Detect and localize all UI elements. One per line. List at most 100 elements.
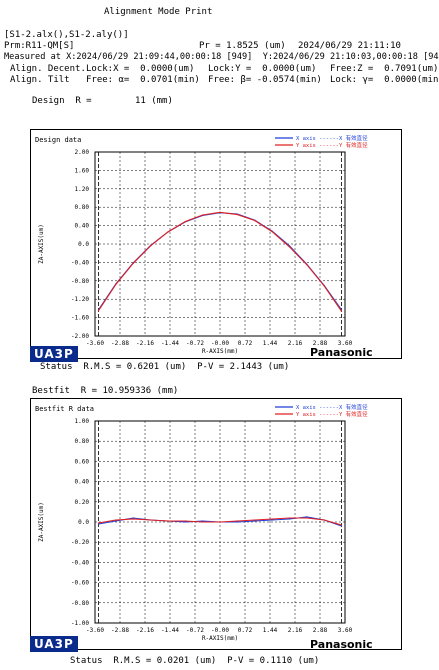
chart0-xlabel: R-AXIS(mm): [202, 348, 238, 355]
chart1-ytick-2: 0.60: [75, 458, 90, 465]
pr-value: Pr = 1.8525 (um): [199, 41, 286, 51]
chart1-ytick-6: -0.20: [71, 539, 89, 546]
chart0-xtick-8: 2.16: [288, 340, 303, 347]
prm-label: Prm:R11-QM[S]: [4, 41, 75, 51]
chart0-ytick-7: -0.80: [71, 278, 89, 285]
print-time: 2024/06/29 21:11:10: [298, 41, 401, 51]
chart0-ytick-6: -0.40: [71, 259, 89, 266]
measured-at: Measured at X:2024/06/29 21:09:44,00:00:…: [4, 52, 439, 62]
panasonic-logo-2: Panasonic: [310, 638, 373, 651]
chart0-xtick-7: 1.44: [263, 340, 278, 347]
chart1-xtick-3: -1.44: [161, 627, 179, 634]
chart1-series-1-point-13: [323, 519, 325, 521]
chart0-series-1-point-0: [97, 310, 100, 312]
chart1-series-1-point-10: [271, 518, 273, 520]
decent-label: Align. Decent.: [10, 64, 86, 74]
chart1-series-1-point-9: [254, 519, 256, 521]
chart0-ytick-10: -2.00: [71, 333, 89, 340]
decent-free-z: Free:Z = 0.7091(um): [330, 64, 439, 74]
uabp-logo: UA3P: [30, 346, 78, 362]
chart1-series-1-point-6: [202, 521, 204, 523]
chart1-legend-label-1: Y axis ------Y 有效直径: [296, 410, 368, 418]
chart1-xtick-9: 2.88: [313, 627, 328, 634]
chart0-title: Design data: [35, 136, 81, 144]
chart0-legend-label-0: X axis ------X 有效直径: [296, 134, 368, 142]
chart1-series-0-point-5: [184, 521, 186, 523]
chart1-xtick-7: 1.44: [263, 627, 278, 634]
tilt-label: Align. Tilt: [10, 75, 70, 85]
chart0-ytick-1: 1.60: [75, 167, 90, 174]
chart0-series-1-point-11: [288, 246, 291, 248]
chart0-series-1-point-13: [323, 285, 325, 287]
status-bestfit: Status R.M.S = 0.0201 (um) P-V = 0.1110 …: [70, 656, 320, 666]
chart1-series-1-point-5: [184, 520, 186, 522]
chart0-ylabel: ZA-AXIS(um): [38, 224, 45, 264]
chart0-series-1-point-2: [132, 262, 134, 264]
chart0-xtick-1: -2.88: [111, 340, 129, 347]
chart1-ytick-10: -1.00: [71, 620, 89, 627]
chart0-ytick-2: 1.20: [75, 186, 90, 193]
chart1-series-1-point-4: [167, 520, 169, 522]
chart1-xtick-6: 0.72: [238, 627, 253, 634]
chart0-series-1-point-8: [236, 213, 238, 216]
chart1-xtick-4: -0.72: [186, 627, 204, 634]
chart0-series-1-point-12: [306, 264, 308, 266]
chart1-xtick-10: 3.60: [338, 627, 353, 634]
chart0-xtick-5: -0.00: [211, 340, 229, 347]
chart0-series-1-point-9: [254, 219, 256, 222]
chart1-series-1-point-0: [97, 522, 100, 524]
tilt-free-alpha: Free: α= 0.0701(min): [86, 75, 200, 85]
chart1-series-1-point-12: [306, 517, 308, 519]
chart0-series-1-point-7: [219, 211, 221, 213]
chart1-series-0-point-8: [236, 521, 238, 523]
chart1-series-0-point-0: [97, 523, 100, 525]
chart0-xtick-2: -2.16: [136, 340, 154, 347]
decent-lock-y: Lock:Y = 0.0000(um): [208, 64, 317, 74]
chart0-series-1-point-1: [115, 283, 117, 286]
chart0-xtick-4: -0.72: [186, 340, 204, 347]
chart1-xtick-8: 2.16: [288, 627, 303, 634]
chart1-series-0-point-11: [288, 518, 291, 520]
chart1-series-0-point-9: [254, 520, 256, 522]
chart1-ytick-3: 0.40: [75, 479, 90, 486]
chart1-series-0-point-6: [202, 520, 204, 522]
chart0-ytick-0: 2.00: [75, 149, 90, 156]
bestfit-radius: Bestfit R = 10.959336 (mm): [32, 386, 179, 396]
chart0-ytick-5: 0.0: [78, 241, 89, 248]
chart0-series-1-point-4: [167, 231, 169, 233]
chart1-series-1-point-1: [115, 519, 117, 521]
chart0-ytick-3: 0.80: [75, 204, 90, 211]
chart1-xtick-0: -3.60: [86, 627, 104, 634]
chart1-series-0-point-14: [340, 525, 343, 527]
chart0-series-1-point-10: [271, 230, 273, 233]
decent-lock-x: Lock:X = 0.0000(um): [86, 64, 195, 74]
file-list: [S1-2.alx(),S1-2.aly()]: [4, 30, 129, 40]
chart0-series-1-point-6: [202, 214, 204, 216]
chart1-series-1-point-14: [340, 524, 343, 526]
uabp-logo-2: UA3P: [30, 636, 78, 652]
chart1-ylabel: ZA-AXIS(um): [38, 502, 45, 542]
chart1-ytick-0: 1.00: [75, 418, 90, 425]
chart0-xtick-9: 2.88: [313, 340, 328, 347]
chart1-series-0-point-12: [306, 516, 308, 518]
chart1-ytick-9: -0.80: [71, 600, 89, 607]
chart-panel-bestfit: Bestfit R data X axis ------X 有效直径 Y axis …: [30, 398, 402, 650]
chart0-series-1-point-14: [340, 310, 343, 312]
chart1-title: Bestfit R data: [35, 405, 94, 413]
chart1-ytick-7: -0.40: [71, 559, 89, 566]
chart1-series-0-point-10: [271, 519, 273, 521]
chart0-ytick-9: -1.60: [71, 315, 89, 322]
chart1-xtick-2: -2.16: [136, 627, 154, 634]
chart0-legend-label-1: Y axis ------Y 有效直径: [296, 141, 368, 149]
chart1-ytick-8: -0.60: [71, 580, 89, 587]
chart1-series-1-point-11: [288, 517, 291, 519]
chart1-series-1-point-7: [219, 521, 221, 523]
panasonic-logo: Panasonic: [310, 346, 373, 359]
status-design: Status R.M.S = 0.6201 (um) P-V = 2.1443 …: [40, 362, 290, 372]
chart0-xtick-10: 3.60: [338, 340, 353, 347]
chart0-ytick-8: -1.20: [71, 296, 89, 303]
chart1-ytick-4: 0.20: [75, 499, 90, 506]
tilt-lock-gamma: Lock: γ= 0.0000(min): [330, 75, 439, 85]
